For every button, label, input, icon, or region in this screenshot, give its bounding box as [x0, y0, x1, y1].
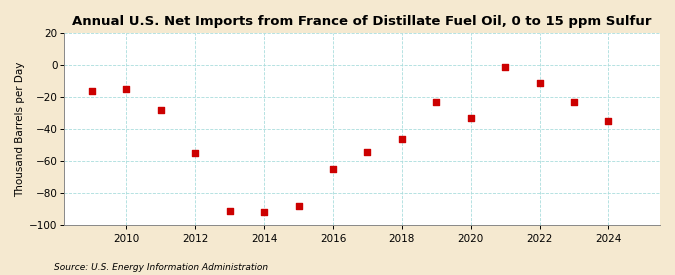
Point — [362, 149, 373, 154]
Point — [155, 108, 166, 112]
Point — [224, 208, 235, 213]
Point — [259, 210, 269, 214]
Y-axis label: Thousand Barrels per Day: Thousand Barrels per Day — [15, 62, 25, 197]
Title: Annual U.S. Net Imports from France of Distillate Fuel Oil, 0 to 15 ppm Sulfur: Annual U.S. Net Imports from France of D… — [72, 15, 652, 28]
Point — [500, 65, 510, 69]
Point — [603, 119, 614, 123]
Point — [568, 100, 579, 104]
Point — [396, 137, 407, 141]
Point — [465, 116, 476, 120]
Text: Source: U.S. Energy Information Administration: Source: U.S. Energy Information Administ… — [54, 263, 268, 272]
Point — [121, 87, 132, 92]
Point — [534, 81, 545, 85]
Point — [190, 151, 200, 155]
Point — [327, 167, 338, 171]
Point — [431, 100, 441, 104]
Point — [293, 204, 304, 208]
Point — [86, 89, 97, 93]
